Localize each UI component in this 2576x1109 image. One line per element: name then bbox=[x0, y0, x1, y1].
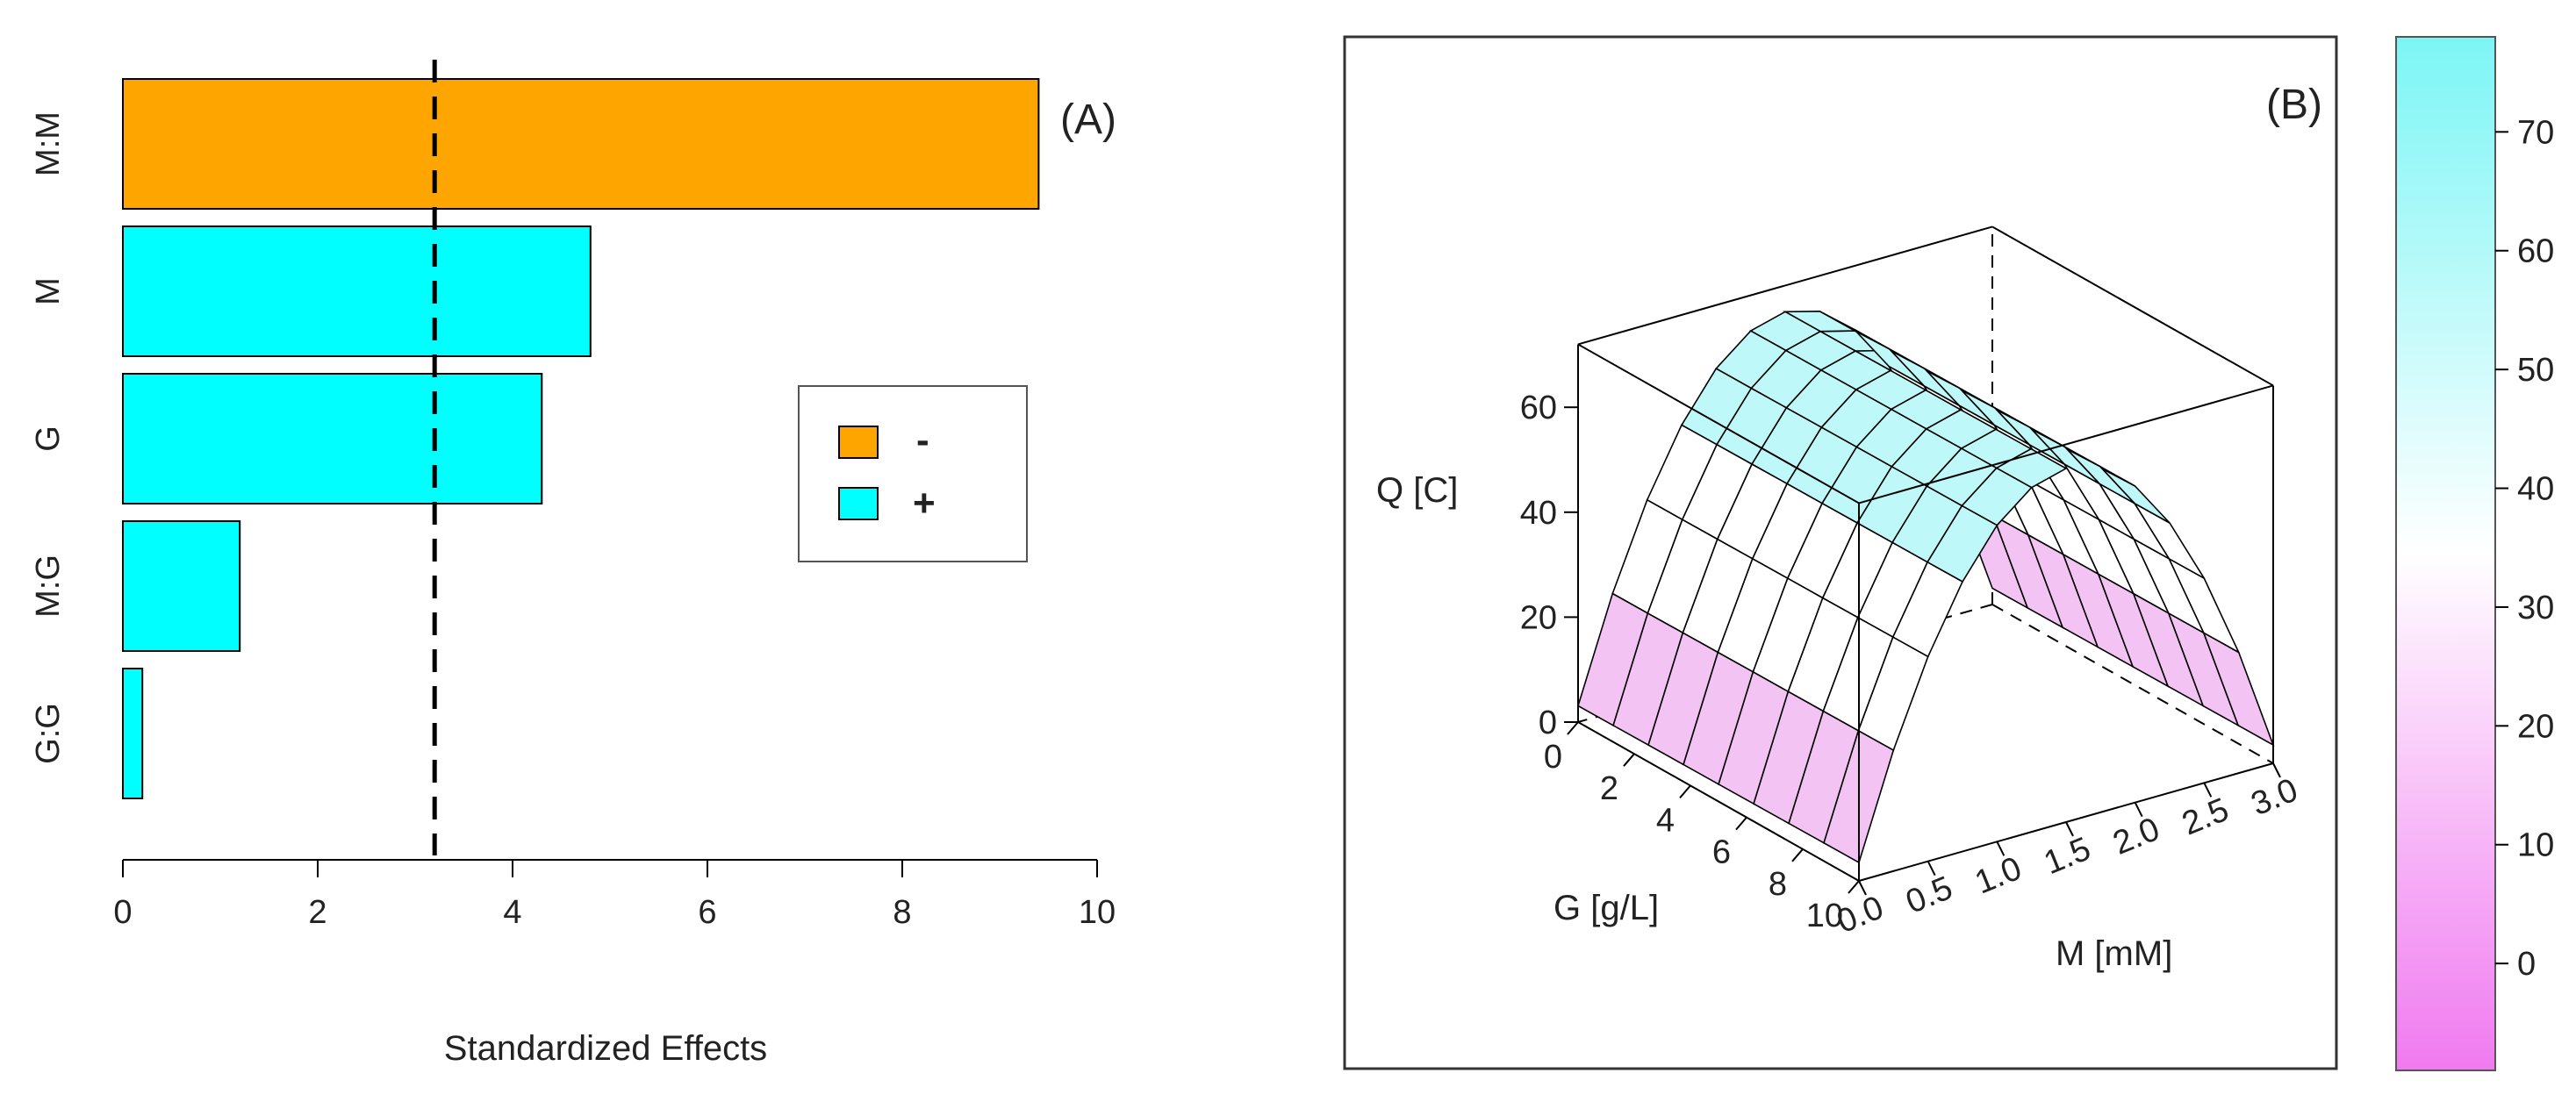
g-tick bbox=[1679, 784, 1691, 799]
z-axis-title: Q [C] bbox=[1376, 471, 1458, 510]
colorbar-tick-label: 60 bbox=[2517, 233, 2554, 270]
colorbar-tick-label: 70 bbox=[2517, 114, 2554, 151]
x-tick-label: 2 bbox=[308, 894, 326, 931]
category-labels: M:M M G M:G G:G bbox=[30, 111, 67, 764]
x-tick-label: 4 bbox=[503, 894, 521, 931]
colorbar-tick-label: 40 bbox=[2517, 471, 2554, 508]
box-edge-hidden bbox=[1991, 604, 2274, 764]
category-label: M:M bbox=[30, 111, 67, 176]
bar-g bbox=[122, 373, 543, 504]
bars bbox=[122, 78, 1040, 799]
z-tick-label: 0 bbox=[1539, 705, 1557, 741]
m-tick-label: 1.0 bbox=[1970, 850, 2027, 902]
category-label: G bbox=[30, 426, 67, 452]
m-tick-label: 2.5 bbox=[2177, 791, 2234, 843]
x-axis-title: Standardized Effects bbox=[444, 1029, 767, 1068]
m-tick-label: 2.0 bbox=[2108, 811, 2165, 862]
g-tick-label: 0 bbox=[1544, 739, 1562, 776]
g-axis-title: G [g/L] bbox=[1553, 889, 1659, 927]
z-tick-label: 40 bbox=[1520, 495, 1557, 532]
box-edge-top bbox=[1577, 225, 1993, 346]
x-axis: 0 2 4 6 8 10 bbox=[113, 859, 1116, 931]
colorbar-tick-label: 0 bbox=[2517, 946, 2536, 983]
z-tick-label: 60 bbox=[1520, 390, 1557, 426]
g-tick-label: 10 bbox=[1806, 898, 1843, 934]
g-tick-label: 8 bbox=[1769, 866, 1787, 903]
box-edge-top bbox=[1991, 225, 2274, 387]
effects-bar-chart: M:M M G M:G G:G 0 2 4 6 8 10 Standardized Effects… bbox=[30, 60, 1116, 1068]
m-tick-label: 3.0 bbox=[2246, 772, 2303, 824]
colorbar-tick-label: 20 bbox=[2517, 708, 2554, 745]
x-tick-label: 0 bbox=[113, 894, 132, 931]
g-tick-label: 2 bbox=[1600, 770, 1618, 807]
m-tick bbox=[1996, 841, 2006, 856]
colorbar-gradient bbox=[2395, 36, 2496, 1071]
g-tick-label: 4 bbox=[1656, 802, 1675, 839]
g-tick bbox=[1623, 753, 1635, 767]
g-tick-label: 6 bbox=[1712, 834, 1731, 871]
legend-box bbox=[798, 385, 1028, 562]
legend: - + bbox=[798, 385, 1028, 562]
x-tick-label: 10 bbox=[1079, 894, 1116, 931]
colorbar-tick-label: 30 bbox=[2517, 590, 2554, 626]
bar-g-g bbox=[122, 668, 144, 799]
legend-label-negative: - bbox=[916, 419, 929, 461]
box-edge-top bbox=[1858, 384, 2274, 504]
m-tick-label: 1.5 bbox=[2039, 831, 2096, 883]
m-axis-title: M [mM] bbox=[2056, 934, 2172, 973]
surface-mesh bbox=[1577, 310, 2275, 864]
colorbar-ticks: 0 10 20 30 40 50 60 70 bbox=[2495, 114, 2554, 983]
m-tick bbox=[1858, 880, 1867, 896]
z-tick-label: 20 bbox=[1520, 599, 1557, 636]
m-tick bbox=[2134, 802, 2143, 818]
legend-label-positive: + bbox=[913, 482, 936, 525]
bar-m-m bbox=[122, 78, 1040, 210]
m-tick-label: 0.5 bbox=[1901, 869, 1958, 921]
bar-m bbox=[122, 225, 592, 357]
response-surface-panel: (B) 0 20 40 60 0 2 46 8 10 0.0 0.5 1.0 1.5 2.0 2.5 3.… bbox=[1343, 35, 2338, 1070]
colorbar-tick-label: 50 bbox=[2517, 352, 2554, 389]
colorbar-tick-label: 10 bbox=[2517, 827, 2554, 864]
panel-b-frame bbox=[1343, 35, 2338, 1070]
z-axis: 0 20 40 60 bbox=[1520, 390, 1578, 741]
g-tick bbox=[1791, 848, 1804, 862]
m-tick bbox=[2203, 782, 2213, 798]
g-tick bbox=[1735, 816, 1747, 831]
colorbar: 0 10 20 30 40 50 60 70 bbox=[2395, 36, 2554, 1071]
g-axis: 0 2 46 8 10 bbox=[1544, 721, 1860, 934]
m-tick bbox=[2065, 821, 2074, 837]
legend-swatch-negative bbox=[838, 426, 879, 459]
panel-label-b: (B) bbox=[2266, 82, 2322, 128]
surface-facet bbox=[1577, 592, 1649, 726]
m-tick bbox=[2272, 762, 2281, 778]
bar-m-g bbox=[122, 520, 241, 652]
g-tick bbox=[1567, 721, 1579, 735]
x-tick-label: 6 bbox=[698, 894, 716, 931]
m-axis: 0.0 0.5 1.0 1.5 2.0 2.5 3.0 bbox=[1832, 762, 2303, 941]
category-label: M bbox=[30, 277, 67, 305]
x-tick-label: 8 bbox=[893, 894, 911, 931]
g-tick bbox=[1848, 880, 1860, 894]
m-tick bbox=[1927, 861, 1936, 876]
legend-swatch-positive bbox=[838, 487, 879, 520]
box-edge-bottom bbox=[1577, 721, 1860, 882]
box-edge-top bbox=[1577, 343, 1860, 504]
category-label: G:G bbox=[30, 703, 67, 764]
panel-label-a: (A) bbox=[1060, 97, 1116, 143]
category-label: M:G bbox=[30, 554, 67, 618]
